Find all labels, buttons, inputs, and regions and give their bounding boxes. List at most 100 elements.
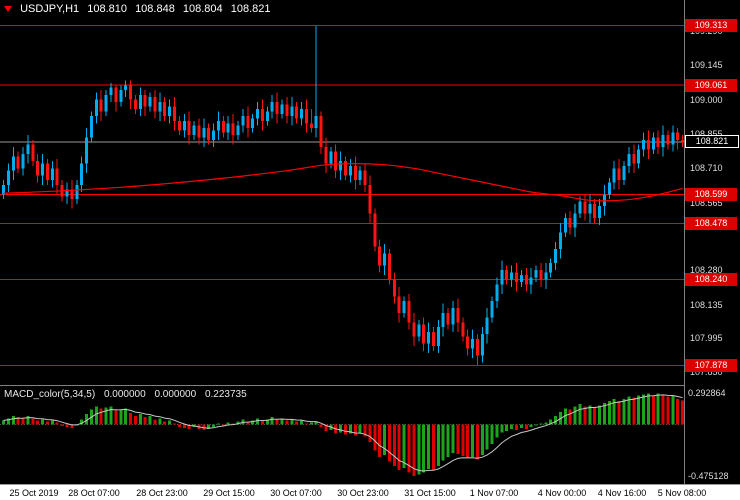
macd-bar [207, 424, 211, 430]
macd-bar [446, 424, 450, 458]
macd-bar [153, 419, 157, 425]
macd-bar [109, 406, 113, 425]
price-level-label[interactable]: 108.240 [685, 273, 737, 287]
macd-bar [602, 403, 606, 425]
candle-body [104, 94, 108, 112]
macd-bar [539, 423, 543, 425]
macd-bar [45, 421, 49, 425]
candle-body [544, 272, 548, 280]
candle-body [632, 154, 636, 164]
candle-body [109, 87, 113, 95]
candle-body [378, 246, 382, 266]
candle-body [290, 106, 294, 117]
macd-bar [529, 424, 533, 427]
time-axis-label: 4 Nov 00:00 [537, 488, 587, 498]
candle-body [427, 331, 431, 344]
candle-body [466, 336, 470, 349]
candle-body [36, 161, 40, 176]
macd-bar [309, 422, 313, 425]
candle-body [226, 123, 230, 133]
candle-body [646, 139, 650, 150]
macd-bar [148, 416, 152, 425]
price-axis[interactable]: 0.292864 -0.475128 109.290109.145109.000… [685, 0, 740, 484]
macd-bar [563, 408, 567, 425]
price-level-label[interactable]: 109.061 [685, 78, 737, 92]
macd-bar [593, 407, 597, 425]
price-axis-separator [684, 0, 685, 484]
candle-body [392, 279, 396, 297]
candle-body [256, 109, 260, 119]
down-triangle-icon [4, 6, 12, 12]
macd-bar [568, 409, 572, 425]
candle-body [446, 312, 450, 325]
price-axis-tick: 107.995 [690, 332, 723, 343]
candle-body [661, 135, 665, 147]
macd-bar [187, 424, 191, 430]
time-axis-label: 28 Oct 07:00 [68, 488, 120, 498]
candle-body [681, 139, 685, 143]
candle-body [45, 163, 49, 181]
candle-body [168, 106, 172, 117]
macd-bar [495, 424, 499, 438]
candle-body [16, 156, 20, 169]
price-level-label[interactable]: 109.313 [685, 18, 737, 32]
candle-body [368, 184, 372, 214]
candle-body [99, 99, 103, 112]
price-level-label[interactable]: 108.599 [685, 188, 737, 202]
time-axis-label: 30 Oct 07:00 [270, 488, 322, 498]
macd-bar [436, 424, 440, 466]
price-level-label[interactable]: 108.478 [685, 216, 737, 230]
macd-bar [129, 412, 133, 425]
moving-average-line [3, 162, 683, 202]
candle-body [11, 156, 15, 171]
candle-body [490, 301, 494, 318]
macd-bar [31, 418, 35, 425]
macd-bar [456, 424, 460, 454]
candle-body [461, 322, 465, 337]
macd-bar [617, 400, 621, 425]
candle-body [173, 106, 176, 121]
macd-bar [143, 417, 147, 425]
candle-body [50, 168, 54, 181]
candles-layer [2, 26, 685, 366]
panel-splitter[interactable] [0, 385, 740, 386]
time-axis-label: 4 Nov 16:00 [597, 488, 647, 498]
macd-bar [26, 416, 30, 425]
candle-body [412, 322, 416, 337]
macd-bar [300, 420, 304, 425]
macd-bar [607, 400, 611, 425]
candle-body [26, 144, 30, 155]
macd-scale-max: 0.292864 [688, 388, 726, 398]
macd-bar [534, 424, 538, 426]
macd-bar [216, 423, 220, 425]
macd-bar [168, 420, 172, 425]
candle-body [578, 201, 582, 214]
macd-bar [285, 420, 289, 425]
candle-body [75, 184, 79, 200]
price-axis-tick: 108.710 [690, 163, 723, 174]
time-axis-label: 25 Oct 2019 [9, 488, 59, 498]
macd-bar [344, 424, 347, 435]
macd-bar [676, 398, 680, 425]
price-level-lines[interactable] [0, 24, 684, 367]
macd-bar [407, 424, 411, 473]
macd-bar [319, 424, 323, 427]
candle-body [451, 308, 455, 325]
macd-bar [16, 417, 20, 425]
candle-body [192, 125, 196, 136]
candle-body [31, 144, 35, 162]
macd-bar [133, 416, 137, 425]
candle-body [270, 101, 274, 112]
price-axis-tick: 108.135 [690, 299, 723, 310]
macd-scale-min: -0.475128 [688, 471, 729, 481]
macd-bar [471, 424, 475, 458]
macd-bar [6, 418, 10, 425]
time-axis[interactable]: 25 Oct 2019 28 Oct 07:00 28 Oct 23:00 29 Oc… [0, 484, 740, 500]
price-level-label[interactable]: 107.878 [685, 359, 737, 372]
candle-body [431, 331, 435, 347]
candle-body [617, 168, 621, 181]
price-axis-tick: 108.280 [690, 265, 723, 276]
candle-body [89, 116, 93, 138]
macd-bar [554, 416, 558, 425]
